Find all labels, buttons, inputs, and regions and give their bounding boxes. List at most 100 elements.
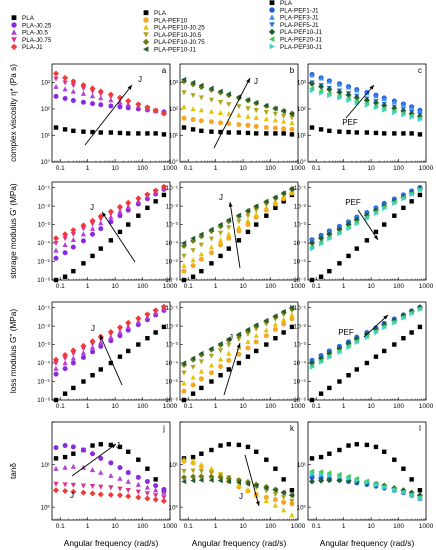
series-pla-pef10-j0-5 — [181, 90, 295, 121]
data-point — [309, 80, 316, 87]
data-point — [364, 238, 370, 243]
data-point — [326, 86, 333, 93]
data-point — [289, 111, 295, 117]
data-point — [354, 442, 359, 447]
series-pla-pef30-j1 — [309, 187, 423, 252]
data-point — [80, 447, 86, 453]
data-point — [108, 103, 114, 109]
data-point — [117, 213, 123, 219]
legend-marker — [143, 24, 149, 30]
data-point — [198, 376, 204, 382]
data-point — [62, 236, 68, 242]
data-point — [225, 217, 231, 223]
data-point — [401, 466, 406, 471]
data-point — [226, 367, 231, 372]
y-tick-label: 10⁻⁵ — [37, 259, 50, 266]
data-point — [318, 469, 324, 475]
x-tick-label: 1 — [86, 165, 90, 172]
data-point — [181, 456, 187, 462]
annotation-label: J — [116, 441, 120, 450]
series-pla — [53, 442, 167, 493]
data-point — [181, 370, 187, 376]
data-point — [409, 492, 415, 498]
data-point — [392, 487, 398, 493]
data-point — [116, 203, 123, 210]
data-point — [217, 341, 223, 347]
series-pla — [181, 192, 295, 283]
data-point — [337, 379, 342, 384]
annotation-label: PEF — [342, 118, 358, 127]
data-point — [218, 129, 223, 135]
y-tick-label: 10⁻³ — [294, 222, 306, 229]
data-point — [53, 93, 59, 99]
data-point — [209, 447, 214, 453]
data-point — [70, 482, 76, 488]
data-point — [272, 321, 278, 327]
data-point — [253, 322, 259, 328]
data-point — [373, 354, 379, 359]
data-point — [190, 106, 196, 112]
data-point — [373, 444, 379, 450]
data-point — [245, 97, 251, 103]
series-pla-j1 — [53, 487, 167, 504]
legend-label: PLA-PEF10 — [154, 17, 188, 24]
data-point — [62, 95, 68, 101]
y-tick-label: 10⁻⁵ — [293, 379, 306, 386]
data-point — [181, 262, 187, 268]
data-point — [236, 130, 242, 135]
data-point — [272, 194, 278, 200]
data-point — [217, 237, 224, 243]
data-point — [382, 107, 388, 113]
data-point — [346, 226, 352, 232]
annotation-arrowhead — [373, 235, 378, 240]
data-point — [401, 131, 406, 136]
data-point — [253, 123, 259, 129]
data-point — [226, 111, 232, 117]
data-point — [409, 114, 415, 120]
data-point — [136, 213, 141, 218]
legend-label: PLA-PEF5-J1 — [280, 22, 319, 29]
data-point — [309, 471, 315, 477]
data-point — [181, 474, 188, 481]
data-point — [107, 91, 114, 98]
data-point — [53, 481, 59, 487]
data-point — [70, 232, 76, 238]
data-point — [208, 250, 214, 256]
data-point — [80, 99, 86, 105]
y-tick-label: 10¹ — [297, 133, 306, 140]
data-point — [417, 495, 423, 502]
data-point — [392, 109, 398, 116]
legend-label: PLA-PEF30-J1 — [280, 44, 322, 51]
data-point — [336, 81, 343, 87]
y-tick-label: 10² — [169, 106, 178, 113]
data-point — [90, 443, 95, 448]
data-point — [373, 329, 379, 336]
legend-label: PLA-PEF10-J1 — [154, 47, 196, 54]
data-point — [289, 126, 295, 132]
data-point — [236, 351, 242, 357]
annotation-arrowhead — [383, 315, 388, 320]
data-point — [62, 242, 68, 248]
series-pla — [181, 125, 295, 137]
data-point — [289, 186, 295, 192]
data-point — [126, 348, 131, 354]
annotation-label: J — [91, 324, 95, 333]
data-point — [263, 317, 269, 324]
data-point — [70, 355, 76, 361]
legend-marker — [10, 43, 18, 51]
data-point — [160, 497, 167, 504]
y-tick-label: 10¹ — [169, 133, 178, 140]
data-point — [236, 360, 242, 366]
data-point — [245, 213, 251, 219]
data-point — [280, 489, 286, 496]
data-point — [71, 128, 76, 134]
data-point — [71, 268, 76, 274]
data-point — [190, 274, 196, 279]
x-tick-label: 100 — [137, 283, 148, 290]
data-point — [236, 442, 242, 448]
annotation-arrowhead — [111, 444, 116, 449]
x-axis-label: Angular frequency (rad/s) — [320, 538, 415, 548]
data-point — [181, 253, 187, 259]
panel-j: j 0.1 1 10 100 1000 10⁰ 10¹ J J — [41, 421, 178, 530]
